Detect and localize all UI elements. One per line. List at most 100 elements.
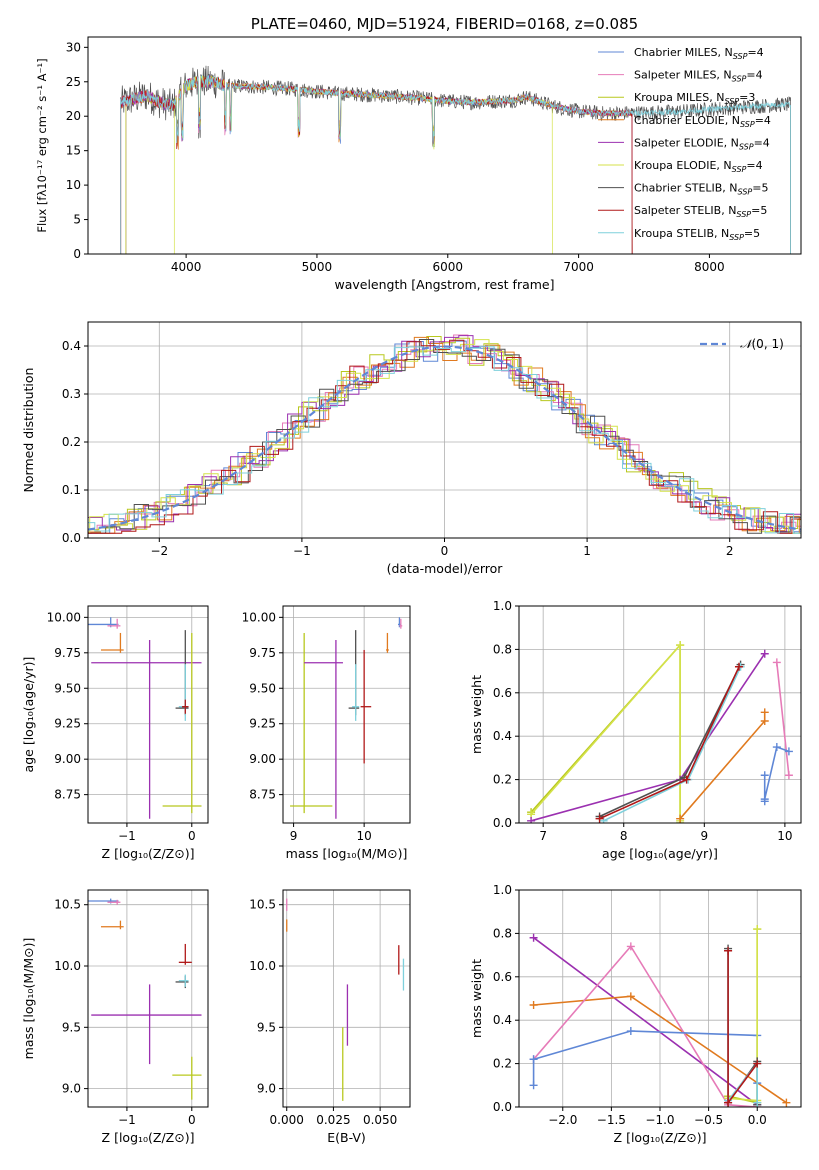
- x-tick-label: −0.5: [694, 1113, 723, 1127]
- legend-value: =3: [739, 91, 755, 104]
- x-axis-label: age [log₁₀(age/yr)]: [602, 846, 718, 861]
- y-tick-label: 9.25: [249, 717, 276, 731]
- panel-weight-vs-Z: −2.0 −1.5 −1.0 −0.5 0.0 0.0 0.2 0.4 0.6 0.8 1.0 Z […: [469, 883, 802, 1145]
- panel-spectrum: 4000 5000 6000 7000 8000 0 5 10 15 20 25 30 waveleng…: [35, 15, 802, 292]
- y-tick-label: 10.0: [54, 959, 81, 973]
- legend-text: Kroupa STELIB, N: [634, 227, 729, 240]
- weight-line: [530, 653, 766, 822]
- y-tick-label: 9.00: [249, 752, 276, 766]
- plot-area: [286, 898, 405, 1101]
- legend-entry: Salpeter ELODIE, NSSP=4: [634, 136, 770, 151]
- y-tick-label: 25: [66, 75, 81, 89]
- grid-lines: [519, 889, 801, 1108]
- histogram-line: [88, 334, 801, 534]
- y-tick-label: 0.8: [493, 926, 512, 940]
- y-axis-label: mass [log₁₀(M/M⊙)]: [21, 938, 36, 1060]
- y-tick-label: 10.5: [54, 898, 81, 912]
- weight-line: [530, 643, 681, 823]
- x-tick-label: 9: [700, 829, 708, 843]
- panel-weight-vs-age: 7 8 9 10 0.0 0.2 0.4 0.6 0.8 1.0 age [log₁₀(age/yr…: [469, 599, 802, 861]
- legend-text: Salpeter ELODIE, N: [634, 136, 739, 149]
- x-axis-label: E(B-V): [327, 1130, 366, 1145]
- weight-marker: [599, 816, 608, 823]
- x-tick-label: 4000: [171, 260, 202, 274]
- weight-line: [776, 662, 790, 776]
- legend-value: =5: [752, 182, 768, 195]
- weight-marker: [753, 925, 762, 934]
- x-tick-label: −2: [150, 544, 168, 558]
- y-tick-label: 10.5: [249, 898, 276, 912]
- x-tick-label: 8000: [694, 260, 725, 274]
- plot-area: [88, 617, 202, 819]
- grid-lines: [519, 605, 801, 824]
- weight-marker: [784, 747, 793, 756]
- x-tick-label: 2: [726, 544, 734, 558]
- legend-subscript: SSP: [738, 188, 753, 197]
- histogram-line: [88, 339, 801, 534]
- legend-subscript: SSP: [733, 52, 748, 61]
- y-tick-label: 9.00: [54, 752, 81, 766]
- x-tick-label: 0.050: [363, 1113, 397, 1127]
- grid-lines: [88, 890, 208, 1107]
- plot-area: [120, 65, 791, 254]
- spectrum-line: [120, 74, 791, 254]
- legend-value: =5: [744, 227, 760, 240]
- y-tick-label: 9.0: [257, 1082, 276, 1096]
- weight-marker: [682, 775, 691, 784]
- x-tick-label: 8: [620, 829, 628, 843]
- y-tick-label: 8.75: [249, 788, 276, 802]
- weight-marker: [529, 1001, 538, 1010]
- x-tick-label: 7: [539, 829, 547, 843]
- legend-subscript: SSP: [724, 97, 739, 106]
- y-tick-label: 10.0: [249, 959, 276, 973]
- weight-marker: [760, 771, 769, 780]
- weight-line: [532, 945, 758, 1107]
- legend-subscript: SSP: [740, 120, 755, 129]
- legend-entry: Kroupa ELODIE, NSSP=4: [634, 159, 763, 174]
- weight-marker: [753, 1098, 762, 1107]
- y-tick-label: 10.00: [47, 610, 81, 624]
- x-tick-label: 0.0: [748, 1113, 767, 1127]
- legend-text: (0, 1): [752, 337, 784, 351]
- weight-marker: [527, 816, 536, 823]
- spectrum-line: [125, 76, 633, 254]
- weight-marker: [760, 717, 769, 726]
- y-tick-label: 9.5: [62, 1020, 81, 1034]
- x-axis-label: Z [log₁₀(Z/Z⊙)]: [614, 1130, 707, 1145]
- x-tick-label: 0.000: [270, 1113, 304, 1127]
- y-axis-label: Flux [fλ10⁻¹⁷ erg cm⁻² s⁻¹ A⁻¹]: [35, 58, 49, 232]
- weight-marker: [760, 649, 769, 658]
- spectrum-line: [125, 75, 633, 254]
- weight-marker: [529, 933, 538, 942]
- x-tick-label: 0: [188, 829, 196, 843]
- x-tick-label: 10: [356, 829, 371, 843]
- y-tick-label: 9.50: [54, 681, 81, 695]
- plot-area: [527, 641, 793, 823]
- y-tick-label: 10.00: [242, 610, 276, 624]
- y-tick-label: 0.3: [62, 387, 81, 401]
- weight-marker: [626, 942, 635, 951]
- y-tick-label: 0.6: [493, 686, 512, 700]
- legend-glyph: 𝒩: [740, 337, 755, 351]
- y-tick-label: 0.0: [493, 816, 512, 830]
- plot-area: [290, 617, 403, 819]
- weight-line: [599, 664, 742, 818]
- y-tick-label: 9.25: [54, 717, 81, 731]
- axes-frame: [282, 605, 411, 824]
- legend-value: =5: [751, 204, 767, 217]
- panel-mass-vs-EBV: 0.000 0.025 0.050 9.0 9.5 10.0 10.5 E(B-V): [249, 889, 411, 1145]
- x-tick-label: 0: [441, 544, 449, 558]
- x-tick-label: 6000: [432, 260, 463, 274]
- legend-entry: Salpeter MILES, NSSP=4: [634, 69, 763, 84]
- x-tick-label: −1: [118, 829, 136, 843]
- y-tick-label: 10: [66, 178, 81, 192]
- plot-area: [88, 334, 801, 534]
- legend-subscript: SSP: [732, 75, 747, 84]
- weight-marker: [753, 1059, 762, 1068]
- plot-area: [529, 925, 791, 1107]
- spectrum-line: [125, 75, 633, 254]
- x-axis-label: Z [log₁₀(Z/Z⊙)]: [102, 1130, 195, 1145]
- axes-frame: [87, 889, 209, 1108]
- weight-marker: [595, 814, 604, 823]
- axes-frame: [518, 605, 802, 824]
